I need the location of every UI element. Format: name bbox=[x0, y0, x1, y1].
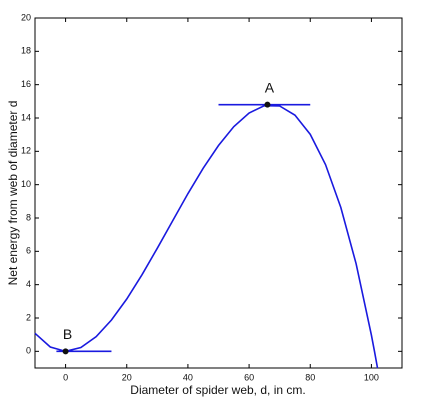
y-tick-label: 4 bbox=[26, 279, 31, 289]
x-tick-label: 60 bbox=[244, 372, 254, 382]
y-tick-label: 18 bbox=[21, 46, 31, 56]
x-tick-label: 0 bbox=[63, 372, 68, 382]
point bbox=[264, 101, 271, 108]
x-tick-label: 40 bbox=[183, 372, 193, 382]
point bbox=[62, 348, 69, 355]
y-tick-label: 10 bbox=[21, 179, 31, 189]
y-tick-label: 20 bbox=[21, 12, 31, 22]
x-tick-label: 100 bbox=[364, 372, 379, 382]
y-tick-label: 16 bbox=[21, 79, 31, 89]
y-tick-label: 6 bbox=[26, 246, 31, 256]
x-axis-title: Diameter of spider web, d, in cm. bbox=[130, 383, 305, 397]
x-tick-label: 20 bbox=[122, 372, 132, 382]
point-label: B bbox=[63, 326, 72, 342]
y-tick-label: 8 bbox=[26, 212, 31, 222]
y-tick-label: 14 bbox=[21, 112, 31, 122]
y-tick-label: 2 bbox=[26, 312, 31, 322]
curve bbox=[34, 104, 379, 369]
point-label: A bbox=[265, 79, 275, 95]
y-axis-title: Net energy from web of diameter d bbox=[6, 101, 20, 286]
y-tick-label: 12 bbox=[21, 146, 31, 156]
x-tick-label: 80 bbox=[305, 372, 315, 382]
y-tick-label: 0 bbox=[26, 346, 31, 356]
plot-frame bbox=[34, 17, 403, 369]
